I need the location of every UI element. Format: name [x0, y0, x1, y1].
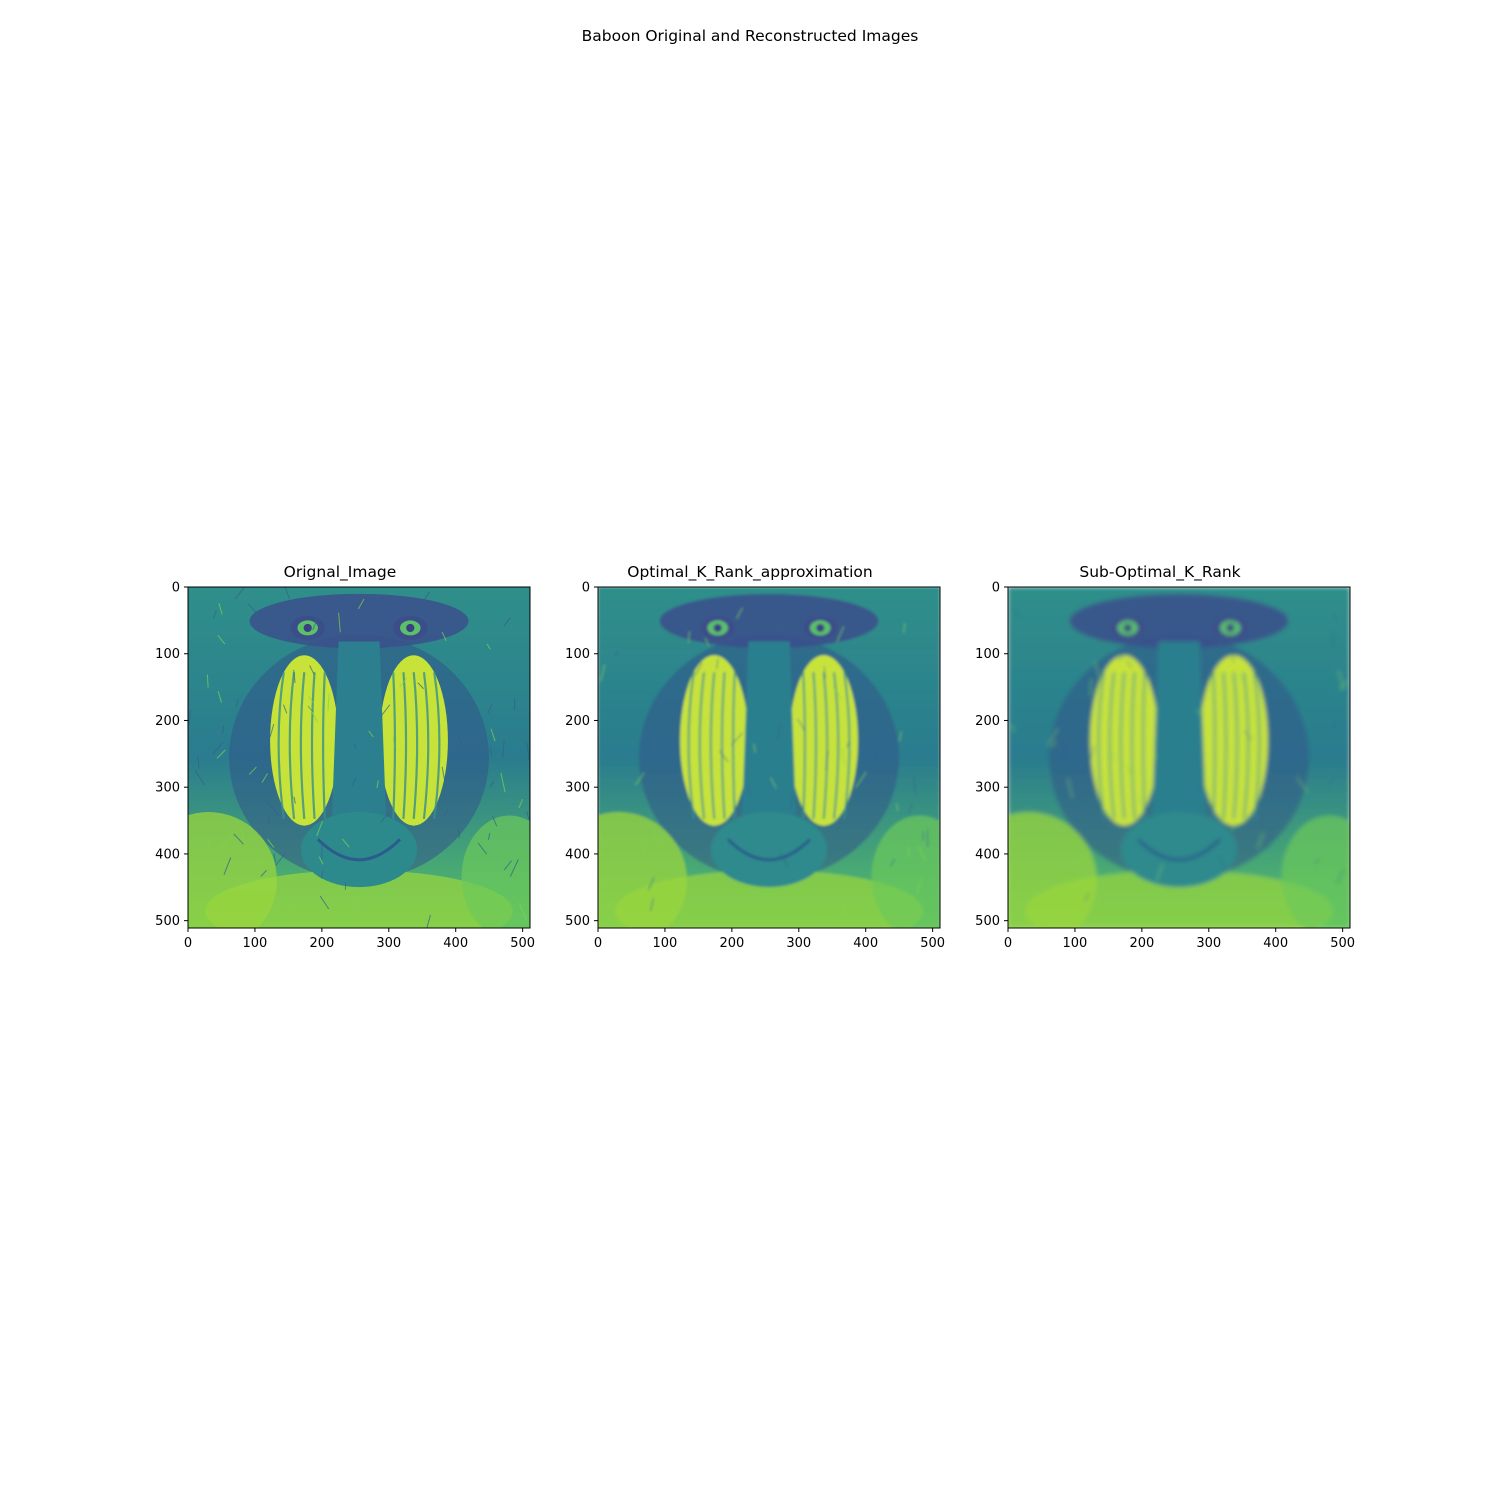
subplot-title: Sub-Optimal_K_Rank [1079, 563, 1241, 581]
x-tick-label: 0 [594, 936, 602, 951]
x-tick-label: 0 [1004, 936, 1012, 951]
axes-frame [597, 586, 941, 929]
y-tick-label: 100 [565, 647, 590, 662]
image-heatmap [188, 587, 530, 928]
y-tick-label: 500 [975, 914, 1000, 929]
subplot-title: Optimal_K_Rank_approximation [627, 563, 873, 581]
x-tick-label: 200 [1129, 936, 1154, 951]
axes-sub-optimal-rank: 0 100 200 300 400 500 0 100 200 300 400 500 [975, 581, 1355, 952]
x-tick-label: 400 [1263, 936, 1288, 951]
x-tick-label: 0 [184, 936, 192, 951]
y-tick-label: 0 [582, 581, 590, 596]
y-tick-label: 200 [155, 714, 180, 729]
x-tick-label: 500 [510, 936, 535, 951]
y-tick-label: 300 [565, 781, 590, 796]
axes-original: 0 100 200 300 400 500 0 100 200 300 400 500 [155, 581, 535, 952]
x-tick-label: 100 [653, 936, 678, 951]
y-tick-label: 100 [155, 647, 180, 662]
y-tick-label: 200 [975, 714, 1000, 729]
image-heatmap [1008, 587, 1350, 928]
y-tick-label: 500 [565, 914, 590, 929]
subplot-title: Orignal_Image [283, 563, 397, 581]
x-tick-label: 200 [309, 936, 334, 951]
axes-frame [1007, 586, 1351, 929]
x-tick-label: 300 [786, 936, 811, 951]
image-heatmap [598, 587, 940, 928]
y-tick-label: 400 [975, 847, 1000, 862]
y-tick-label: 0 [992, 581, 1000, 596]
x-tick-label: 400 [853, 936, 878, 951]
x-tick-label: 500 [1330, 936, 1355, 951]
x-tick-label: 100 [1063, 936, 1088, 951]
y-tick-label: 200 [565, 714, 590, 729]
axes-frame [187, 586, 531, 929]
y-tick-label: 300 [975, 781, 1000, 796]
y-tick-label: 100 [975, 647, 1000, 662]
x-tick-label: 500 [920, 936, 945, 951]
x-tick-label: 400 [443, 936, 468, 951]
x-tick-label: 200 [719, 936, 744, 951]
x-tick-label: 300 [376, 936, 401, 951]
subplot-optimal-rank: Optimal_K_Rank_approximation 0 100 200 300 4… [550, 560, 950, 960]
y-tick-label: 300 [155, 781, 180, 796]
y-tick-label: 500 [155, 914, 180, 929]
figure-title: Baboon Original and Reconstructed Images [581, 27, 919, 45]
subplot-original: Orignal_Image 0 100 200 300 400 500 0 100 200 300… [140, 560, 540, 960]
axes-optimal-rank: 0 100 200 300 400 500 0 100 200 300 400 500 [565, 581, 945, 952]
subplot-sub-optimal-rank: Sub-Optimal_K_Rank 0 100 200 300 400 500 0 100 2… [960, 560, 1360, 960]
x-tick-label: 300 [1196, 936, 1221, 951]
y-tick-label: 400 [565, 847, 590, 862]
y-tick-label: 400 [155, 847, 180, 862]
x-tick-label: 100 [243, 936, 268, 951]
y-tick-label: 0 [172, 581, 180, 596]
